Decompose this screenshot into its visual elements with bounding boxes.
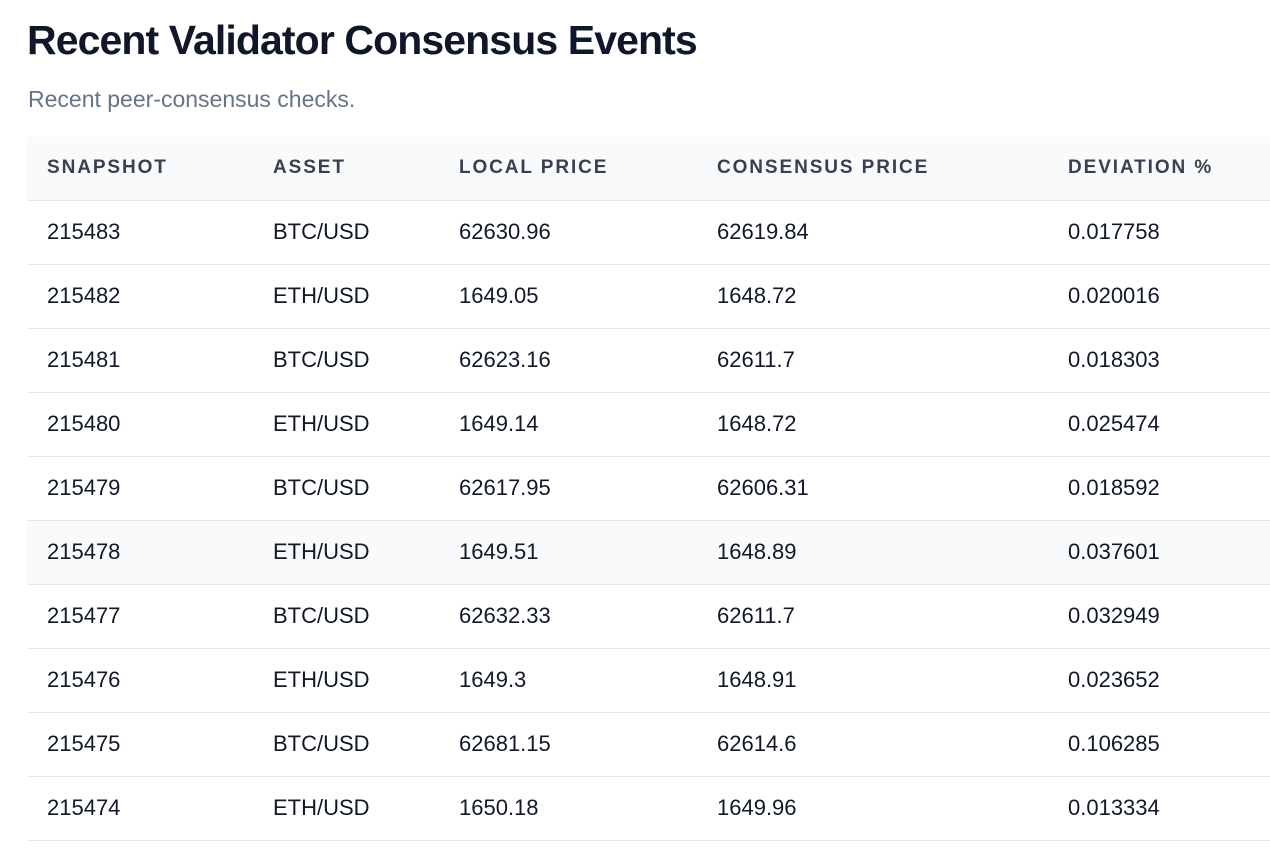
column-header-local-price[interactable]: LOCAL PRICE [439, 137, 697, 201]
cell-asset: BTC/USD [253, 712, 439, 777]
table-header: SNAPSHOT ASSET LOCAL PRICE CONSENSUS PRI… [27, 137, 1270, 201]
table-row[interactable]: 215481 BTC/USD 62623.16 62611.7 0.018303 [27, 328, 1270, 393]
cell-snapshot: 215475 [27, 712, 253, 777]
table-header-row: SNAPSHOT ASSET LOCAL PRICE CONSENSUS PRI… [27, 137, 1270, 201]
cell-asset: BTC/USD [253, 584, 439, 649]
page-subtitle: Recent peer-consensus checks. [28, 86, 356, 112]
cell-local-price: 1649.51 [439, 520, 697, 585]
table-row[interactable]: 215482 ETH/USD 1649.05 1648.72 0.020016 [27, 264, 1270, 329]
cell-deviation: 0.013334 [1048, 776, 1270, 841]
cell-local-price: 1650.18 [439, 776, 697, 841]
cell-snapshot: 215480 [27, 392, 253, 457]
column-header-consensus-price[interactable]: CONSENSUS PRICE [697, 137, 1048, 201]
cell-snapshot: 215482 [27, 264, 253, 329]
cell-deviation: 0.025474 [1048, 392, 1270, 457]
table-row[interactable]: 215475 BTC/USD 62681.15 62614.6 0.106285 [27, 712, 1270, 777]
cell-snapshot: 215476 [27, 648, 253, 713]
cell-deviation: 0.032949 [1048, 584, 1270, 649]
cell-asset: ETH/USD [253, 520, 439, 585]
cell-snapshot: 215478 [27, 520, 253, 585]
cell-consensus-price: 1648.89 [697, 520, 1048, 585]
cell-local-price: 62617.95 [439, 456, 697, 521]
column-header-deviation[interactable]: DEVIATION % [1048, 137, 1270, 201]
cell-consensus-price: 62606.31 [697, 456, 1048, 521]
cell-deviation: 0.106285 [1048, 712, 1270, 777]
cell-deviation: 0.023652 [1048, 648, 1270, 713]
cell-local-price: 62623.16 [439, 328, 697, 393]
cell-asset: ETH/USD [253, 264, 439, 329]
cell-consensus-price: 62614.6 [697, 712, 1048, 777]
cell-deviation: 0.018303 [1048, 328, 1270, 393]
cell-asset: BTC/USD [253, 456, 439, 521]
cell-asset: BTC/USD [253, 200, 439, 265]
cell-snapshot: 215481 [27, 328, 253, 393]
cell-consensus-price: 1648.72 [697, 264, 1048, 329]
table-row[interactable]: 215477 BTC/USD 62632.33 62611.7 0.032949 [27, 584, 1270, 649]
column-header-snapshot[interactable]: SNAPSHOT [27, 137, 253, 201]
cell-consensus-price: 62619.84 [697, 200, 1048, 265]
cell-consensus-price: 1648.72 [697, 392, 1048, 457]
table-row-hovered[interactable]: 215478 ETH/USD 1649.51 1648.89 0.037601 [27, 520, 1270, 585]
cell-deviation: 0.017758 [1048, 200, 1270, 265]
table-row[interactable]: 215480 ETH/USD 1649.14 1648.72 0.025474 [27, 392, 1270, 457]
cell-deviation: 0.018592 [1048, 456, 1270, 521]
cell-snapshot: 215483 [27, 200, 253, 265]
table-row[interactable]: 215476 ETH/USD 1649.3 1648.91 0.023652 [27, 648, 1270, 713]
table-row[interactable]: 215483 BTC/USD 62630.96 62619.84 0.01775… [27, 200, 1270, 265]
cell-local-price: 1649.14 [439, 392, 697, 457]
cell-asset: ETH/USD [253, 648, 439, 713]
cell-snapshot: 215479 [27, 456, 253, 521]
consensus-events-table: SNAPSHOT ASSET LOCAL PRICE CONSENSUS PRI… [27, 137, 1270, 841]
table-row[interactable]: 215479 BTC/USD 62617.95 62606.31 0.01859… [27, 456, 1270, 521]
cell-asset: ETH/USD [253, 776, 439, 841]
cell-consensus-price: 62611.7 [697, 584, 1048, 649]
cell-asset: BTC/USD [253, 328, 439, 393]
cell-local-price: 62632.33 [439, 584, 697, 649]
table-row[interactable]: 215474 ETH/USD 1650.18 1649.96 0.013334 [27, 776, 1270, 841]
cell-snapshot: 215474 [27, 776, 253, 841]
cell-consensus-price: 1648.91 [697, 648, 1048, 713]
cell-local-price: 1649.05 [439, 264, 697, 329]
cell-local-price: 62630.96 [439, 200, 697, 265]
cell-consensus-price: 1649.96 [697, 776, 1048, 841]
cell-asset: ETH/USD [253, 392, 439, 457]
cell-local-price: 62681.15 [439, 712, 697, 777]
page-title: Recent Validator Consensus Events [27, 17, 698, 63]
cell-deviation: 0.020016 [1048, 264, 1270, 329]
cell-consensus-price: 62611.7 [697, 328, 1048, 393]
table-body: 215483 BTC/USD 62630.96 62619.84 0.01775… [27, 200, 1270, 841]
cell-local-price: 1649.3 [439, 648, 697, 713]
cell-snapshot: 215477 [27, 584, 253, 649]
cell-deviation: 0.037601 [1048, 520, 1270, 585]
column-header-asset[interactable]: ASSET [253, 137, 439, 201]
